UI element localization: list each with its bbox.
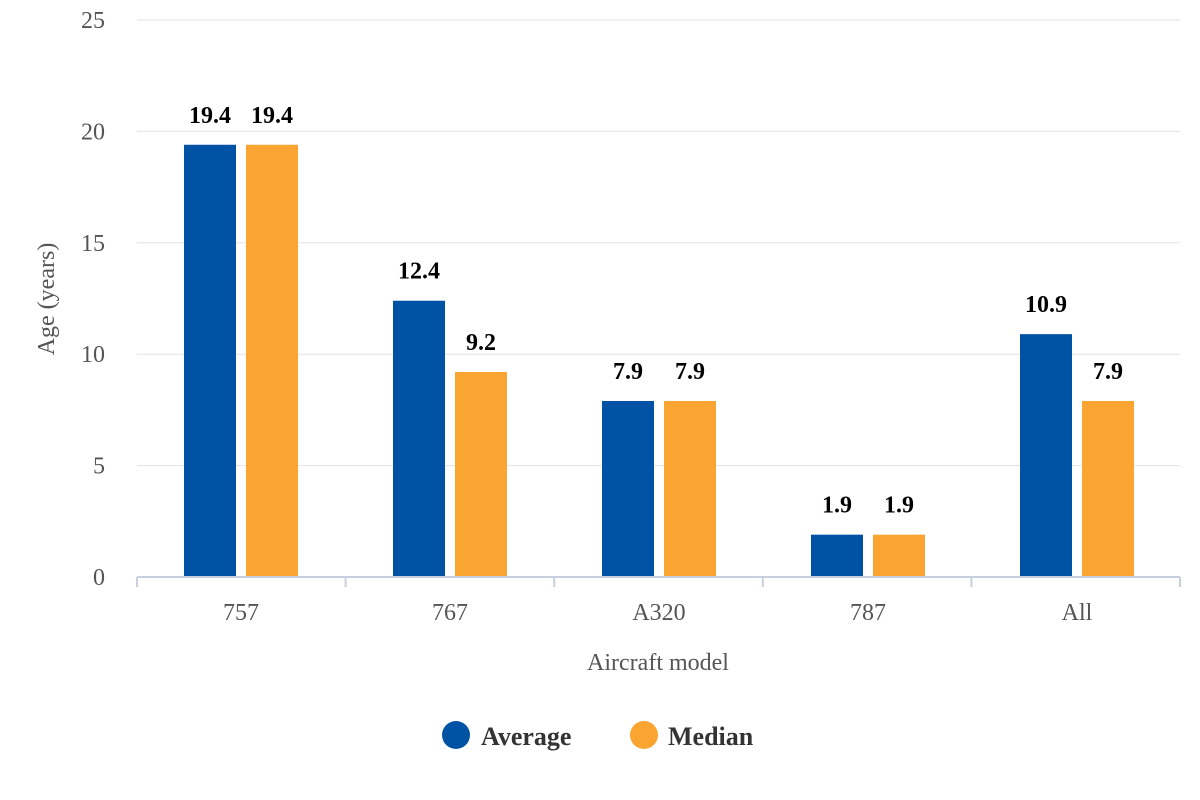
legend-marker <box>630 721 658 749</box>
x-tick-label: A320 <box>632 600 685 626</box>
y-axis-title: Age (years) <box>34 243 60 356</box>
data-label-median-all: 7.9 <box>1093 359 1123 385</box>
y-tick-label: 20 <box>81 119 105 145</box>
bar-average-767[interactable] <box>393 300 445 577</box>
bar-average-757[interactable] <box>184 144 236 577</box>
data-label-average-a320: 7.9 <box>613 359 643 385</box>
data-label-median-757: 19.4 <box>251 103 293 129</box>
x-axis-tick-labels: 757 767 A320 787 All <box>136 577 1181 626</box>
x-axis-title: Aircraft model <box>587 650 729 676</box>
y-axis-tick-labels: 0 5 10 15 20 25 <box>81 8 105 591</box>
bar-median-767[interactable] <box>455 372 507 577</box>
legend-marker <box>442 721 470 749</box>
data-labels: 19.4 19.4 12.4 9.2 7.9 7.9 1.9 1.9 10.9 7.9 <box>189 103 1123 519</box>
legend-label: Median <box>668 722 754 751</box>
x-tick-label: All <box>1062 600 1093 626</box>
bar-average-787[interactable] <box>811 534 863 577</box>
x-tick-label: 767 <box>432 600 468 626</box>
bar-median-757[interactable] <box>246 144 298 577</box>
data-label-average-all: 10.9 <box>1025 292 1067 318</box>
bar-average-a320[interactable] <box>602 400 654 577</box>
legend-item-median[interactable]: Median <box>630 721 754 751</box>
legend-label: Average <box>481 722 571 751</box>
data-label-median-787: 1.9 <box>884 493 914 519</box>
gridlines <box>137 19 1180 467</box>
bar-average-all[interactable] <box>1020 334 1072 577</box>
y-tick-label: 0 <box>93 565 105 591</box>
data-label-average-767: 12.4 <box>398 259 440 285</box>
data-label-average-757: 19.4 <box>189 103 231 129</box>
data-label-average-787: 1.9 <box>822 493 852 519</box>
bars <box>184 144 1134 577</box>
legend-item-average[interactable]: Average <box>442 721 571 751</box>
y-tick-label: 5 <box>93 454 105 480</box>
legend: Average Median <box>442 721 754 751</box>
bar-median-787[interactable] <box>873 534 925 577</box>
x-tick-label: 757 <box>223 600 259 626</box>
x-tick-label: 787 <box>850 600 886 626</box>
data-label-median-a320: 7.9 <box>675 359 705 385</box>
y-tick-label: 15 <box>81 231 105 257</box>
bar-median-all[interactable] <box>1082 400 1134 577</box>
y-tick-label: 25 <box>81 8 105 34</box>
data-label-median-767: 9.2 <box>466 330 496 356</box>
bar-median-a320[interactable] <box>664 400 716 577</box>
y-tick-label: 10 <box>81 342 105 368</box>
